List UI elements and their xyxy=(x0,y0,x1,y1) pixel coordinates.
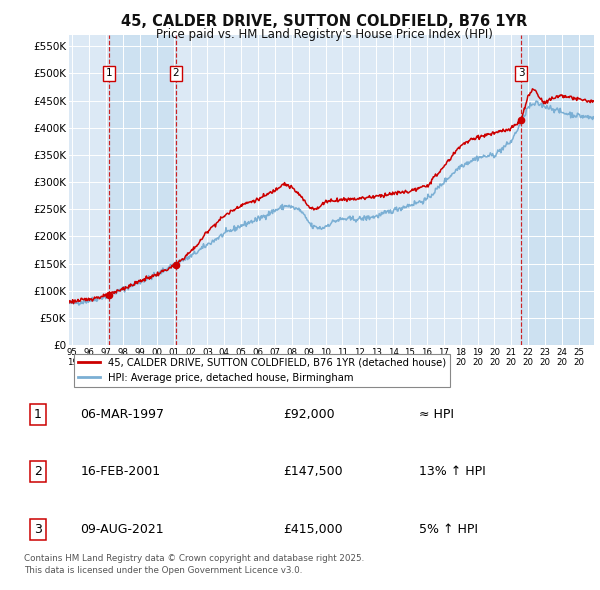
Text: £147,500: £147,500 xyxy=(283,466,343,478)
Text: 5% ↑ HPI: 5% ↑ HPI xyxy=(419,523,478,536)
Text: ≈ HPI: ≈ HPI xyxy=(419,408,454,421)
Text: 45, CALDER DRIVE, SUTTON COLDFIELD, B76 1YR: 45, CALDER DRIVE, SUTTON COLDFIELD, B76 … xyxy=(121,14,527,28)
Legend: 45, CALDER DRIVE, SUTTON COLDFIELD, B76 1YR (detached house), HPI: Average price: 45, CALDER DRIVE, SUTTON COLDFIELD, B76 … xyxy=(74,354,450,386)
Text: 3: 3 xyxy=(518,68,525,78)
Text: 1: 1 xyxy=(106,68,112,78)
Text: 06-MAR-1997: 06-MAR-1997 xyxy=(80,408,164,421)
Text: 2: 2 xyxy=(34,466,42,478)
Bar xyxy=(109,35,176,345)
Text: Contains HM Land Registry data © Crown copyright and database right 2025.
This d: Contains HM Land Registry data © Crown c… xyxy=(24,555,364,575)
Text: 3: 3 xyxy=(34,523,42,536)
Text: Price paid vs. HM Land Registry's House Price Index (HPI): Price paid vs. HM Land Registry's House … xyxy=(155,28,493,41)
Bar xyxy=(521,35,594,345)
Text: 13% ↑ HPI: 13% ↑ HPI xyxy=(419,466,485,478)
Text: 2: 2 xyxy=(172,68,179,78)
Text: £415,000: £415,000 xyxy=(283,523,343,536)
Text: 1: 1 xyxy=(34,408,42,421)
Text: £92,000: £92,000 xyxy=(283,408,335,421)
Text: 09-AUG-2021: 09-AUG-2021 xyxy=(80,523,164,536)
Text: 16-FEB-2001: 16-FEB-2001 xyxy=(80,466,161,478)
